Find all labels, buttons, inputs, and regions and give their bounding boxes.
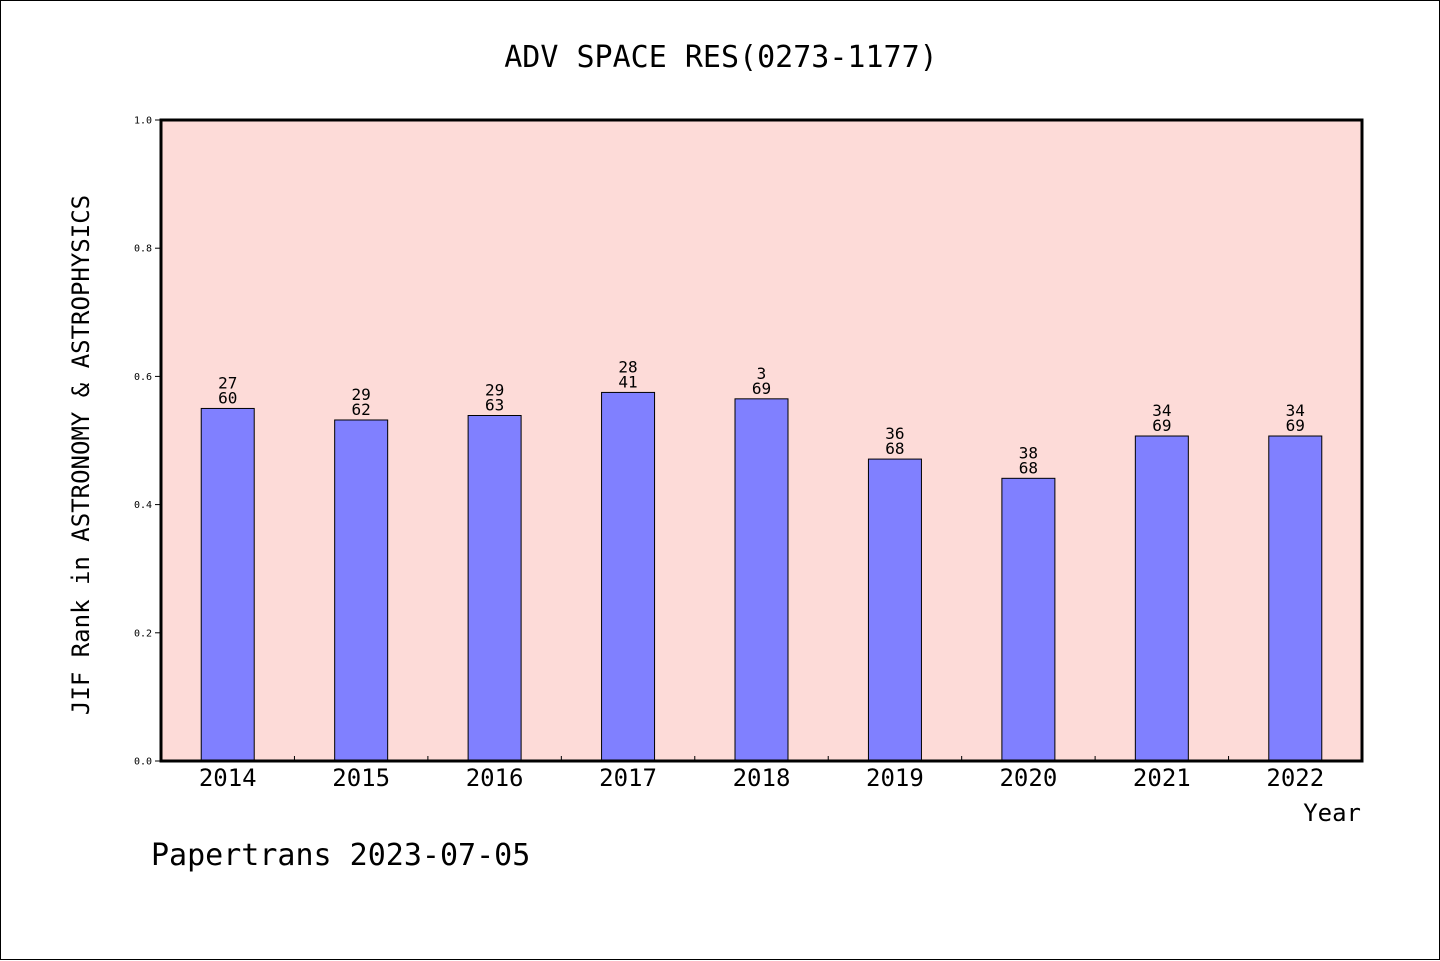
bar-2018 (734, 398, 789, 762)
x-tick-label: 2020 (999, 764, 1057, 792)
y-axis-title: JIF Rank in ASTRONOMY & ASTROPHYSICS (67, 195, 95, 715)
bar-2016 (467, 415, 522, 762)
bar-label-rank: 34 (1152, 401, 1171, 420)
bar-label-total: 60 (218, 388, 237, 407)
bar-label-total: 68 (1019, 458, 1038, 477)
y-tick-label: 0.8 (134, 244, 152, 255)
bar-label-rank: 38 (1019, 443, 1038, 462)
x-tick-label: 2017 (599, 764, 657, 792)
bar-2021 (1134, 435, 1189, 762)
footer-text: Papertrans 2023-07-05 (151, 838, 530, 873)
bar-label-total: 68 (885, 439, 904, 458)
y-tick-label: 0.4 (134, 500, 152, 511)
bar-label-total: 69 (1152, 416, 1171, 435)
x-tick-label: 2014 (199, 764, 257, 792)
y-tick-label: 0.0 (134, 757, 152, 768)
bar-label-total: 41 (618, 372, 637, 391)
bar-2022 (1268, 435, 1323, 762)
bar-label-rank: 36 (885, 424, 904, 443)
x-tick-label: 2015 (332, 764, 390, 792)
bar-2019 (867, 458, 922, 762)
y-tick-label: 1.0 (134, 116, 152, 127)
bar-label-rank: 29 (485, 381, 504, 400)
ticks-layer: 0.0 0.2 0.4 0.6 0.8 1.0 2014 2015 2016 2017 2018 20… (134, 116, 1324, 793)
bar-label-rank: 3 (757, 364, 767, 383)
bar-label-total: 63 (485, 396, 504, 415)
bar-2015 (334, 419, 389, 762)
x-tick-label: 2021 (1133, 764, 1191, 792)
x-tick-label: 2016 (466, 764, 524, 792)
bar-2020 (1001, 477, 1056, 762)
bar-label-rank: 34 (1286, 401, 1305, 420)
bar-label-total: 69 (1286, 416, 1305, 435)
bar-label-rank: 29 (352, 385, 371, 404)
bar-2014 (200, 407, 255, 762)
plot-border (159, 118, 1364, 763)
x-tick-label: 2022 (1266, 764, 1324, 792)
bar-label-total: 69 (752, 379, 771, 398)
bar-label-rank: 28 (618, 357, 637, 376)
chart-title: ADV SPACE RES(0273-1177) (504, 40, 937, 75)
y-tick-label: 0.2 (134, 628, 152, 639)
x-tick-label: 2018 (733, 764, 791, 792)
x-axis-title: Year (1303, 799, 1361, 827)
x-tick-label: 2019 (866, 764, 924, 792)
bar-label-rank: 27 (218, 373, 237, 392)
bar-label-total: 62 (352, 400, 371, 419)
bar-2017 (601, 391, 656, 762)
y-tick-label: 0.6 (134, 372, 152, 383)
